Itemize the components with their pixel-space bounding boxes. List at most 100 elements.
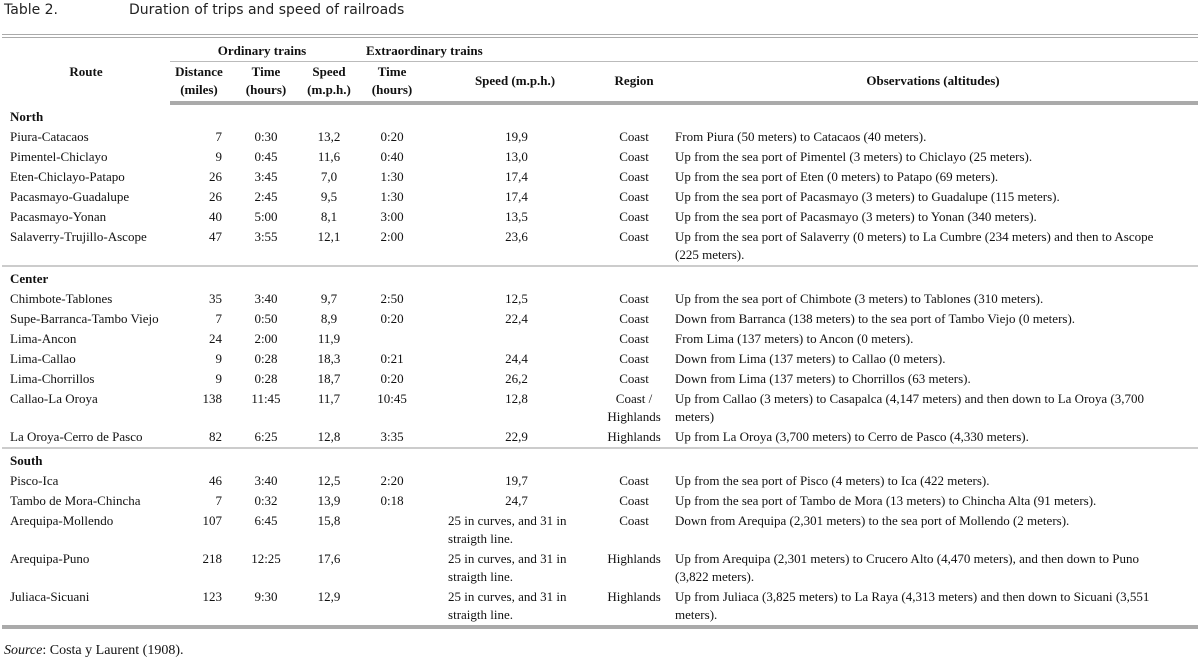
cell-distance: 218	[202, 551, 223, 566]
cell-speed2-value: 17,4	[505, 169, 528, 184]
header-row: Distance (miles) Time (hours) Speed (m.p.h.…	[2, 61, 1198, 105]
cell-obs: Up from the sea port of Eten (0 meters) …	[675, 169, 999, 184]
cell-distance: 9	[215, 149, 223, 164]
cell-route: Pisco-Ica	[10, 473, 59, 488]
header-extraordinary: Extraordinary trains	[354, 34, 601, 62]
section-label: South	[2, 447, 1198, 471]
cell-distance: 35	[209, 291, 222, 306]
cell-time: 5:00	[254, 209, 278, 224]
cell-speed2: 13,0	[430, 147, 600, 167]
cell-distance: 107	[202, 513, 223, 528]
cell-speed: 12,1	[317, 229, 341, 244]
cell-distance: 26	[209, 169, 222, 184]
cell-time: 0:28	[254, 371, 278, 386]
cell-speed: 13,9	[317, 493, 341, 508]
cell-time2	[354, 549, 430, 587]
header-route: Route	[2, 34, 170, 103]
cell-speed: 12,9	[304, 587, 355, 629]
table-number: Table 2.	[4, 2, 59, 18]
cell-speed: 13,2	[317, 129, 341, 144]
cell-region: Coast / Highlands	[607, 391, 661, 424]
cell-route: Chimbote-Tablones	[10, 291, 113, 306]
cell-speed2-value: 12,8	[505, 391, 528, 406]
cell-speed: 9,7	[320, 291, 338, 306]
table-row: Piura-Catacaos 7 0:30 13,2 0:20 19,9 Coast From…	[2, 127, 1198, 147]
cell-distance: 24	[209, 331, 222, 346]
cell-speed2-value: 12,5	[505, 291, 528, 306]
header-group-row: Route Ordinary trains Extraordinary trai…	[2, 34, 1198, 103]
cell-speed2: 22,4	[430, 309, 600, 329]
cell-obs: Up from the sea port of Pacasmayo (3 met…	[675, 209, 1037, 224]
table-row: Supe-Barranca-Tambo Viejo 7 0:50 8,9 0:20 22,…	[2, 309, 1198, 329]
cell-distance: 7	[215, 311, 223, 326]
header-speed2: Speed (m.p.h.)	[430, 61, 601, 105]
cell-distance: 7	[215, 129, 223, 144]
cell-region: Coast	[619, 189, 649, 204]
cell-time2: 10:45	[377, 391, 407, 406]
cell-time: 3:40	[254, 291, 278, 306]
cell-distance: 82	[209, 429, 222, 444]
cell-speed2-value: 22,4	[505, 311, 528, 326]
cell-obs: Down from Lima (137 meters) to Callao (0…	[675, 351, 946, 366]
cell-speed2-value: 24,4	[505, 351, 528, 366]
table-row: Arequipa-Puno 218 12:25 17,6 25 in curves, a…	[2, 549, 1198, 587]
cell-time: 0:28	[254, 351, 278, 366]
cell-speed2: 26,2	[430, 369, 600, 389]
cell-speed2-value: 19,9	[505, 129, 528, 144]
cell-obs: Down from Arequipa (2,301 meters) to the…	[675, 513, 1070, 528]
cell-obs: Up from the sea port of Salaverry (0 met…	[675, 229, 1154, 262]
cell-speed2: 25 in curves, and 31 in straigth line.	[430, 549, 600, 587]
cell-route: Salaverry-Trujillo-Ascope	[10, 229, 147, 244]
table-row: Chimbote-Tablones 35 3:40 9,7 2:50 12,5 Coast U…	[2, 289, 1198, 309]
cell-time2: 0:20	[380, 371, 404, 386]
table-row: Pisco-Ica 46 3:40 12,5 2:20 19,7 Coast Up from …	[2, 471, 1198, 491]
header-time2: Time (hours)	[354, 61, 431, 105]
cell-route: Lima-Chorrillos	[10, 371, 95, 386]
cell-time: 11:45	[251, 391, 281, 406]
cell-time: 0:45	[254, 149, 278, 164]
cell-obs: Down from Lima (137 meters) to Chorrillo…	[675, 371, 971, 386]
section-row: South	[2, 447, 1198, 471]
cell-speed2-value: 25 in curves, and 31 in straigth line.	[448, 589, 567, 622]
cell-route: Lima-Ancon	[10, 331, 77, 346]
cell-speed2	[430, 329, 600, 349]
cell-region: Coast	[619, 473, 649, 488]
cell-distance: 26	[209, 189, 222, 204]
cell-speed2: 22,9	[430, 427, 600, 448]
cell-speed2: 12,8	[430, 389, 600, 427]
header-observations: Observations (altitudes)	[668, 61, 1198, 105]
cell-obs: Up from Juliaca (3,825 meters) to La Ray…	[668, 587, 1198, 629]
cell-speed: 11,7	[317, 391, 341, 406]
table-title: Duration of trips and speed of railroads	[129, 2, 405, 18]
cell-obs: Up from Arequipa (2,301 meters) to Cruce…	[675, 551, 1139, 584]
cell-time: 6:25	[254, 429, 278, 444]
cell-region: Coast	[619, 229, 649, 244]
table-row: Salaverry-Trujillo-Ascope 47 3:55 12,1 2:00 2…	[2, 227, 1198, 266]
cell-speed2: 19,7	[430, 471, 600, 491]
cell-speed2-value: 24,7	[505, 493, 528, 508]
cell-speed2: 17,4	[430, 187, 600, 207]
cell-region: Coast	[619, 209, 649, 224]
cell-time: 3:40	[254, 473, 278, 488]
cell-obs: Up from the sea port of Pisco (4 meters)…	[675, 473, 990, 488]
table-row: La Oroya-Cerro de Pasco 82 6:25 12,8 3:35 22,…	[2, 427, 1198, 448]
table-row: Tambo de Mora-Chincha 7 0:32 13,9 0:18 24,7 Co…	[2, 491, 1198, 511]
cell-time: 0:32	[254, 493, 278, 508]
cell-time2: 1:30	[380, 169, 404, 184]
cell-speed: 8,9	[320, 311, 338, 326]
cell-speed2: 25 in curves, and 31 in straigth line.	[430, 511, 600, 549]
cell-speed2: 12,5	[430, 289, 600, 309]
cell-time: 2:45	[254, 189, 278, 204]
cell-time: 3:45	[254, 169, 278, 184]
cell-route: Piura-Catacaos	[10, 129, 89, 144]
cell-time2: 0:21	[380, 351, 404, 366]
cell-region: Coast	[619, 493, 649, 508]
cell-region: Coast	[619, 291, 649, 306]
cell-speed2-value: 22,9	[505, 429, 528, 444]
section-label: North	[10, 109, 44, 124]
cell-region: Coast	[619, 311, 649, 326]
cell-route: La Oroya-Cerro de Pasco	[10, 429, 143, 444]
cell-distance: 9	[215, 371, 223, 386]
table-row: Lima-Chorrillos 9 0:28 18,7 0:20 26,2 Coast Dow…	[2, 369, 1198, 389]
cell-time2	[354, 511, 430, 549]
